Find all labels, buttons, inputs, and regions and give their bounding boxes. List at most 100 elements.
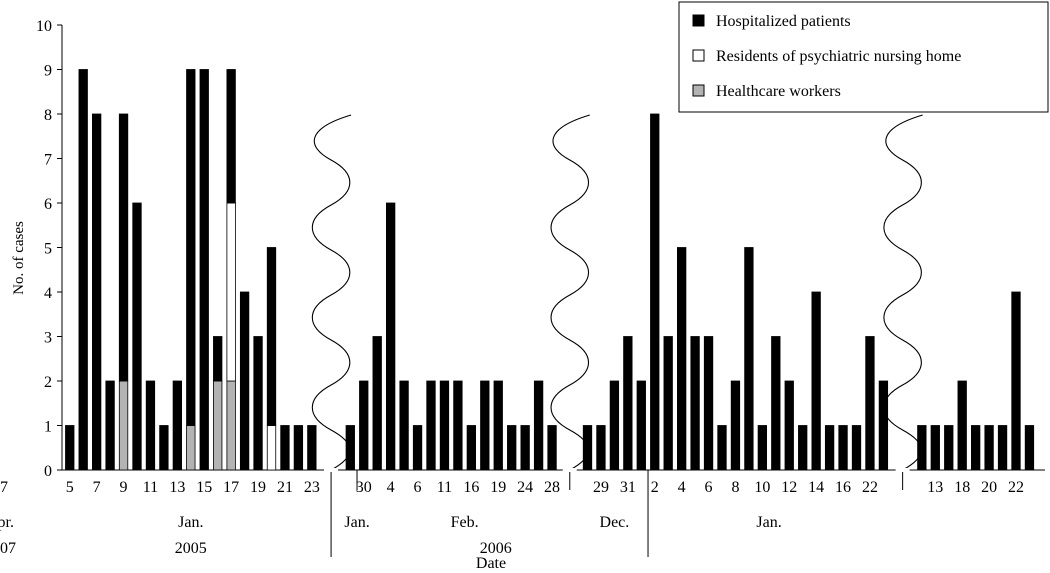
bar-segment-hospitalized <box>1024 425 1035 471</box>
bar-segment-hospitalized <box>730 380 741 471</box>
x-tick-label: 6 <box>705 479 713 496</box>
bar-segment-hospitalized <box>596 425 606 471</box>
x-tick-label: 2 <box>651 479 659 496</box>
y-tick-label: 3 <box>44 330 52 347</box>
axis-break-gap <box>324 468 339 472</box>
legend-swatch-residents <box>692 49 705 62</box>
legend-swatch-hospitalized <box>692 14 705 27</box>
bar-segment-hospitalized <box>466 425 477 471</box>
x-tick-label: 9 <box>120 479 128 496</box>
month-label: Jan. <box>344 514 369 531</box>
y-tick-label: 9 <box>44 63 52 80</box>
bar-segment-hospitalized <box>623 336 633 471</box>
bar-segment-hospitalized <box>226 69 236 204</box>
bar-segment-hospitalized <box>824 425 835 471</box>
bar-segment-hospitalized <box>878 380 889 471</box>
y-tick-label: 2 <box>44 374 52 391</box>
x-tick-label: 13 <box>169 479 185 496</box>
legend-box <box>678 1 1049 113</box>
x-tick-label: 17 <box>223 479 239 496</box>
bar-segment-hospitalized <box>359 380 369 471</box>
y-tick-label: 0 <box>44 463 52 480</box>
bar-segment-hospitalized <box>78 69 88 471</box>
x-tick-label: 27 <box>0 479 8 496</box>
x-tick-label: 11 <box>143 479 158 496</box>
axis-break-gap <box>562 468 577 472</box>
y-tick-label: 7 <box>44 152 52 169</box>
y-tick-label: 8 <box>44 107 52 124</box>
bar-segment-healthcare-workers <box>213 380 223 471</box>
axis-break-wave <box>550 114 590 471</box>
x-tick-label: 16 <box>463 479 479 496</box>
bar-segment-hospitalized <box>145 380 156 471</box>
bar-segment-hospitalized <box>372 336 382 471</box>
bar-segment-hospitalized <box>65 425 75 471</box>
x-tick-label: 12 <box>781 479 797 496</box>
x-tick-label: 20 <box>981 479 997 496</box>
bar-segment-healthcare-workers <box>186 425 196 471</box>
axis-break-wave <box>312 114 352 471</box>
bar-segment-hospitalized <box>213 336 223 382</box>
bar-segment-hospitalized <box>480 380 490 471</box>
bar-segment-hospitalized <box>930 425 940 471</box>
bar-segment-hospitalized <box>280 425 290 471</box>
bar-segment-hospitalized <box>293 425 304 471</box>
bar-segment-hospitalized <box>609 380 620 471</box>
bar-segment-hospitalized <box>399 380 409 471</box>
bar-segment-hospitalized <box>253 336 263 471</box>
bar-segment-hospitalized <box>307 425 317 471</box>
x-tick-label: 4 <box>678 479 686 496</box>
y-axis-labels: 0 1 2 3 4 5 6 7 8 9 10 <box>36 18 52 480</box>
x-axis-title: Date <box>476 555 506 572</box>
x-tick-label: 31 <box>620 479 636 496</box>
y-tick-label: 5 <box>44 241 52 258</box>
bar-segment-hospitalized <box>105 380 115 471</box>
bar-segment-hospitalized <box>636 380 646 471</box>
bar-segment-healthcare-workers <box>118 380 129 471</box>
x-tick-label: 29 <box>593 479 609 496</box>
bar-segment-hospitalized <box>757 425 767 471</box>
x-tick-label: 13 <box>927 479 943 496</box>
legend: Hospitalized patients Residents of psych… <box>678 1 1049 113</box>
bar-segment-hospitalized <box>771 336 781 471</box>
y-tick-label: 1 <box>44 419 52 436</box>
y-tick-label: 4 <box>44 285 52 302</box>
x-tick-label: 22 <box>1008 479 1024 496</box>
bar-segment-hospitalized <box>345 425 355 471</box>
bar-segment-hospitalized <box>811 291 821 471</box>
bar-segment-hospitalized <box>997 425 1008 471</box>
bar-segment-residents <box>266 425 277 471</box>
bar-segment-hospitalized <box>663 336 673 471</box>
bar-segment-hospitalized <box>520 425 530 471</box>
bar-segment-hospitalized <box>703 336 714 471</box>
bar-segment-hospitalized <box>744 247 754 471</box>
x-tick-label: 23 <box>304 479 320 496</box>
bar-segment-hospitalized <box>412 425 423 471</box>
x-tick-label: 28 <box>544 479 560 496</box>
bars <box>65 69 1035 471</box>
x-tick-label: 14 <box>808 479 824 496</box>
x-tick-label: 11 <box>437 479 452 496</box>
bar-segment-hospitalized <box>132 202 142 471</box>
bar-segment-hospitalized <box>917 425 927 471</box>
x-tick-label: 15 <box>196 479 212 496</box>
bar-segment-hospitalized <box>1011 291 1021 471</box>
bar-segment-hospitalized <box>717 425 727 471</box>
month-label: Dec. <box>600 514 630 531</box>
x-axis-labels: 5 7 9 11 13 15 17 19 21 23 30 4 6 11 16 19 24 28 29 31 2 4 6 8 1… <box>0 479 1024 557</box>
bar-segment-hospitalized <box>677 247 687 471</box>
x-tick-label: 21 <box>277 479 293 496</box>
axis-break-wave <box>883 114 923 471</box>
x-tick-label: 22 <box>862 479 878 496</box>
x-tick-label: 6 <box>414 479 422 496</box>
y-tick-label: 6 <box>44 196 52 213</box>
bar-segment-hospitalized <box>507 425 517 471</box>
bar-segment-hospitalized <box>118 113 129 382</box>
x-tick-label: 18 <box>954 479 970 496</box>
year-label: 2007 <box>0 540 16 557</box>
bar-segment-hospitalized <box>547 425 557 471</box>
x-tick-label: 7 <box>93 479 101 496</box>
bar-segment-hospitalized <box>865 336 875 471</box>
bar-segment-hospitalized <box>650 113 660 471</box>
